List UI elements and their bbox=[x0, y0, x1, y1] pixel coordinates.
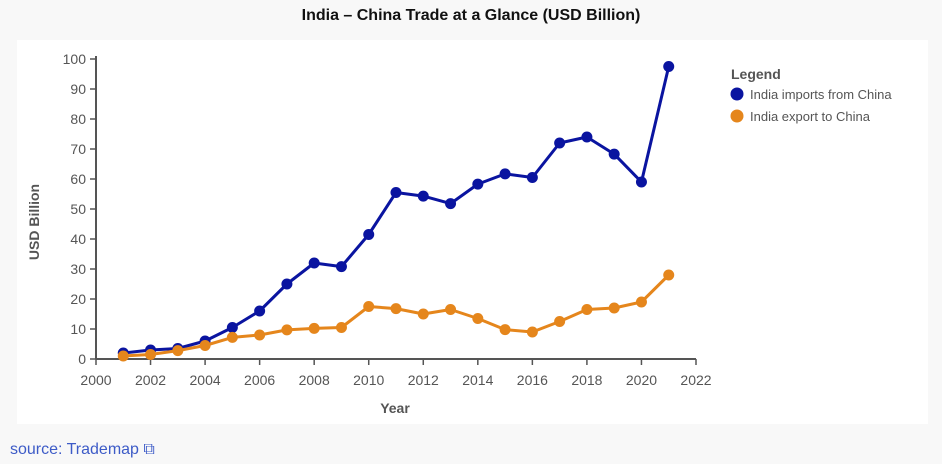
chart-panel: 0 10 20 30 40 50 60 70 80 90 100 2000 2002 2004 2006 20… bbox=[17, 40, 928, 424]
y-tick-label: 90 bbox=[70, 81, 86, 97]
x-axis-label: Year bbox=[380, 400, 410, 416]
y-tick-label: 10 bbox=[70, 321, 86, 337]
data-point bbox=[281, 278, 293, 290]
data-point bbox=[526, 326, 538, 338]
data-point bbox=[663, 61, 675, 72]
data-point bbox=[199, 340, 211, 351]
data-point bbox=[581, 304, 593, 315]
data-point bbox=[308, 257, 320, 269]
data-point bbox=[363, 229, 375, 240]
legend-marker bbox=[730, 87, 744, 101]
x-tick-label: 2010 bbox=[353, 372, 384, 388]
data-point bbox=[281, 324, 293, 336]
data-point bbox=[526, 172, 538, 183]
data-point bbox=[554, 137, 566, 149]
data-point bbox=[254, 305, 266, 317]
x-tick-label: 2008 bbox=[299, 372, 330, 388]
y-tick-label: 40 bbox=[70, 231, 86, 247]
data-point bbox=[635, 296, 647, 308]
data-point bbox=[499, 324, 511, 336]
y-tick-label: 60 bbox=[70, 171, 86, 187]
legend: Legend India imports from China India expo… bbox=[730, 66, 892, 124]
data-point bbox=[445, 198, 457, 210]
x-tick-label: 2002 bbox=[135, 372, 166, 388]
data-point bbox=[554, 316, 566, 327]
data-point bbox=[417, 190, 429, 202]
data-point bbox=[172, 345, 184, 357]
series-exports bbox=[117, 269, 675, 362]
data-point bbox=[390, 187, 402, 198]
x-tick-label: 2004 bbox=[190, 372, 221, 388]
x-tick-label: 2012 bbox=[408, 372, 439, 388]
data-point bbox=[472, 178, 484, 190]
data-point bbox=[663, 269, 675, 281]
x-tick-label: 2016 bbox=[517, 372, 548, 388]
y-axis-label: USD Billion bbox=[26, 184, 42, 260]
data-point bbox=[417, 308, 429, 320]
data-point bbox=[335, 261, 347, 273]
x-tick-label: 2022 bbox=[680, 372, 711, 388]
x-tick-label: 2000 bbox=[80, 372, 111, 388]
data-point bbox=[226, 322, 238, 333]
legend-label: India export to China bbox=[750, 109, 871, 124]
data-point bbox=[472, 313, 484, 324]
legend-title: Legend bbox=[731, 66, 781, 82]
external-link-icon: ⧉ bbox=[138, 441, 155, 458]
data-point bbox=[635, 176, 647, 188]
data-point bbox=[445, 304, 457, 315]
data-point bbox=[608, 302, 620, 314]
y-tick-label: 0 bbox=[78, 351, 86, 367]
y-tick-label: 80 bbox=[70, 111, 86, 127]
line-chart: 0 10 20 30 40 50 60 70 80 90 100 2000 2002 2004 2006 20… bbox=[26, 51, 892, 416]
data-point bbox=[608, 148, 620, 160]
data-point bbox=[145, 349, 157, 360]
y-tick-label: 50 bbox=[70, 201, 86, 217]
x-tick-label: 2014 bbox=[462, 372, 493, 388]
trademap-link[interactable]: Trademap bbox=[66, 441, 139, 458]
y-tick-label: 70 bbox=[70, 141, 86, 157]
x-tick-label: 2020 bbox=[626, 372, 657, 388]
chart-title: India – China Trade at a Glance (USD Bil… bbox=[301, 7, 641, 24]
source-prefix: source: bbox=[10, 441, 67, 458]
data-point bbox=[499, 168, 511, 180]
source-line: source: Trademap ⧉ bbox=[10, 441, 155, 459]
legend-label: India imports from China bbox=[750, 87, 892, 102]
data-point bbox=[581, 131, 593, 143]
data-point bbox=[308, 322, 320, 334]
data-point bbox=[390, 303, 402, 315]
x-tick-label: 2018 bbox=[571, 372, 602, 388]
y-tick-label: 100 bbox=[63, 51, 87, 67]
x-tick-label: 2006 bbox=[244, 372, 275, 388]
y-tick-label: 30 bbox=[70, 261, 86, 277]
y-tick-label: 20 bbox=[70, 291, 86, 307]
data-point bbox=[335, 322, 347, 333]
data-point bbox=[117, 350, 129, 362]
legend-marker bbox=[730, 109, 744, 123]
data-point bbox=[363, 301, 375, 312]
data-point bbox=[254, 329, 266, 341]
data-point bbox=[226, 331, 238, 343]
